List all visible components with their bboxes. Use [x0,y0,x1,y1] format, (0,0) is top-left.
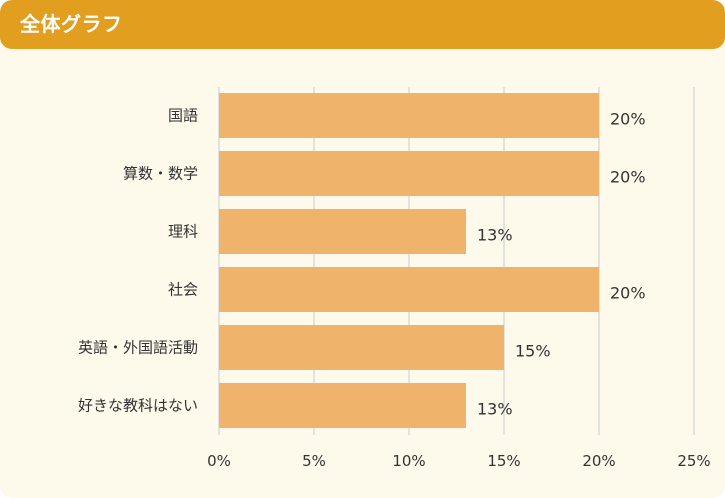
category-label: 理科 [168,223,198,241]
category-label: 国語 [168,107,198,125]
value-label: 15% [515,342,551,361]
category-label: 好きな教科はない [78,397,198,415]
chart-title: 全体グラフ [20,12,123,36]
category-label: 社会 [168,281,198,299]
value-label: 20% [610,284,646,303]
x-tick-label: 15% [487,452,520,470]
bar [219,209,466,254]
grid-lines [218,87,695,435]
header-bar: 全体グラフ [0,0,725,49]
bar [219,151,599,196]
x-tick-label: 25% [677,452,710,470]
category-label: 算数・数学 [123,165,198,183]
value-label: 20% [610,110,646,129]
labels: 0% 5% 10% 15% 20% 25% 国語 20% 算数・数学 20% 理科 13% 社会 20% 英… [78,107,711,471]
value-label: 20% [610,168,646,187]
bar [219,325,504,370]
x-tick-label: 10% [392,452,425,470]
x-tick-label: 0% [207,452,231,470]
bar [219,93,599,138]
category-label: 英語・外国語活動 [78,339,198,357]
bar [219,383,466,428]
value-label: 13% [477,226,513,245]
x-tick-label: 5% [302,452,326,470]
bar [219,267,599,312]
x-tick-label: 20% [582,452,615,470]
value-label: 13% [477,400,513,419]
bars [219,93,599,428]
